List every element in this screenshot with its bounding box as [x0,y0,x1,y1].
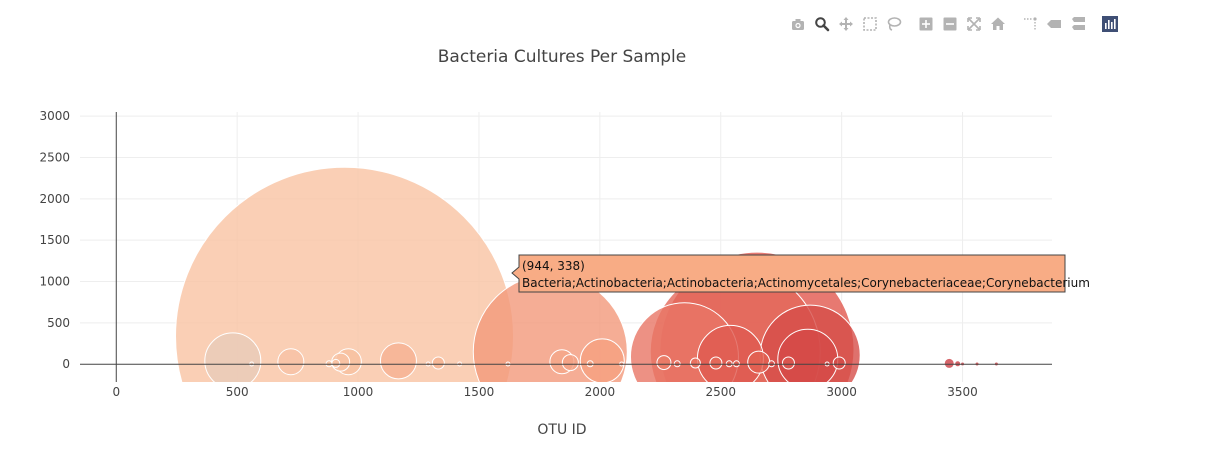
plotly-logo-button[interactable] [1098,14,1122,34]
x-tick-label: 0 [112,385,120,399]
bubble-point[interactable] [943,357,955,369]
x-axis-title: OTU ID [537,422,586,438]
pan-icon [839,17,853,31]
x-tick-label: 1500 [464,385,495,399]
spike-lines-button[interactable] [1018,14,1042,34]
box-select-icon [863,17,877,31]
bubble-point[interactable] [204,332,262,389]
plotly-logo-icon [1102,16,1118,32]
autoscale-button[interactable] [962,14,986,34]
hover-closest-icon [1047,20,1061,28]
camera-icon [792,19,804,30]
bubble-point[interactable] [656,355,672,371]
lasso-icon [887,17,902,31]
zoom-button[interactable] [810,14,834,34]
zoom-icon [815,17,830,32]
y-tick-label: 500 [47,316,70,330]
box-select-button[interactable] [858,14,882,34]
zoom-in-button[interactable] [914,14,938,34]
x-tick-label: 3000 [826,385,857,399]
hover-box [511,254,1066,293]
bubble-point[interactable] [832,356,846,370]
hover-label: Bacteria;Actinobacteria;Actinobacteria;A… [522,276,1090,290]
bubble-point[interactable] [277,348,305,376]
y-tick-label: 2500 [39,150,70,164]
zoom-out-icon [943,17,957,31]
bubble-point[interactable] [331,358,341,368]
chart-title: Bacteria Cultures Per Sample [438,47,686,67]
reset-axes-button[interactable] [986,14,1010,34]
y-tick-label: 0 [62,357,70,371]
y-tick-labels: 0 500 1000 1500 2000 2500 3000 [39,109,70,371]
x-tick-labels: 0 500 1000 1500 2000 2500 3000 3500 [112,385,977,399]
hover-compare-icon [1072,17,1085,30]
spike-lines-icon [1024,17,1037,30]
hover-closest-button[interactable] [1042,14,1066,34]
x-tick-label: 2500 [705,385,736,399]
bubble-point[interactable] [379,342,417,380]
y-tick-label: 3000 [39,109,70,123]
y-tick-label: 2000 [39,192,70,206]
bubble-point[interactable] [747,350,771,374]
hover-coords: (944, 338) [522,259,585,273]
autoscale-icon [967,17,981,31]
bubble-point[interactable] [175,166,514,454]
bubble-point[interactable] [781,356,795,370]
x-tick-label: 2000 [585,385,616,399]
bubble-points[interactable] [175,166,999,454]
x-tick-label: 3500 [947,385,978,399]
x-tick-label: 500 [226,385,249,399]
bubble-point[interactable] [431,356,445,370]
camera-button[interactable] [786,14,810,34]
pan-button[interactable] [834,14,858,34]
bubble-point[interactable] [689,357,701,369]
bubble-point[interactable] [709,356,723,370]
modebar [786,14,1122,34]
reset-axes-icon [991,17,1005,30]
y-tick-label: 1500 [39,233,70,247]
lasso-button[interactable] [882,14,906,34]
bubble-point[interactable] [561,354,579,372]
hover-tooltip: (944, 338) Bacteria;Actinobacteria;Actin… [511,254,1090,293]
zoom-out-button[interactable] [938,14,962,34]
y-tick-label: 1000 [39,275,70,289]
x-tick-label: 1000 [343,385,374,399]
hover-compare-button[interactable] [1066,14,1090,34]
bubble-point[interactable] [579,338,625,383]
zoom-in-icon [919,17,933,31]
